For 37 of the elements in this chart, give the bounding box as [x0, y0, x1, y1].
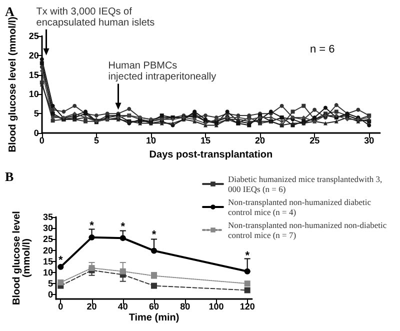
annotation: Human PBMCs injected intraperitoneally [108, 60, 216, 83]
y-axis-title: Blood glucose level (mmol/l) [12, 210, 32, 306]
x-tick-label: 15 [200, 136, 211, 146]
annotation: Tx with 3,000 IEQs of encapsulated human islets [36, 6, 155, 28]
y-tick-label: 10 [28, 89, 39, 100]
x-tick-label: 30 [364, 136, 374, 146]
x-tick-label: 100 [208, 302, 224, 312]
y-tick-label: 30 [42, 223, 53, 234]
x-tick-label: 20 [255, 136, 266, 146]
y-tick-label: 10 [42, 267, 53, 278]
x-tick-label: 60 [148, 302, 160, 312]
x-tick-label: 40 [118, 302, 128, 312]
annotation: * [152, 228, 157, 241]
annotation: * [245, 250, 250, 262]
y-tick-label: 25 [28, 31, 39, 41]
annotation: * [58, 254, 64, 266]
y-tick-label: 20 [28, 50, 39, 60]
y-tick-label: 25 [42, 234, 53, 244]
x-axis-title: Days post-transplantation [149, 149, 273, 160]
x-tick-label: 20 [86, 302, 97, 312]
y-tick-label: 35 [42, 212, 53, 222]
x-tick-label: 80 [180, 302, 190, 312]
legend-label: Non-transplanted non-humanized diabetic control mice (n = 4) [228, 197, 374, 217]
x-tick-label: 10 [146, 136, 156, 146]
legend-label: Non-transplanted non-humanized non-diabetic control mice (n = 7) [228, 220, 389, 240]
x-tick-label: 0 [58, 302, 64, 312]
annotation: * [120, 220, 126, 233]
x-tick-label: 5 [94, 136, 99, 146]
annotation: * [90, 220, 95, 232]
y-axis-title: Blood glucose level (mmol/l) [8, 16, 18, 152]
x-tick-label: 25 [310, 136, 320, 146]
chart-title: B [5, 169, 14, 184]
x-axis-title: Time (min) [128, 312, 180, 324]
x-tick-label: 120 [240, 302, 255, 312]
y-tick-label: 20 [42, 245, 53, 256]
annotation: n = 6 [310, 44, 335, 56]
legend-label: Diabetic humanized mice transplantedwith 3,000 IEQs (n = 6) [228, 174, 382, 194]
